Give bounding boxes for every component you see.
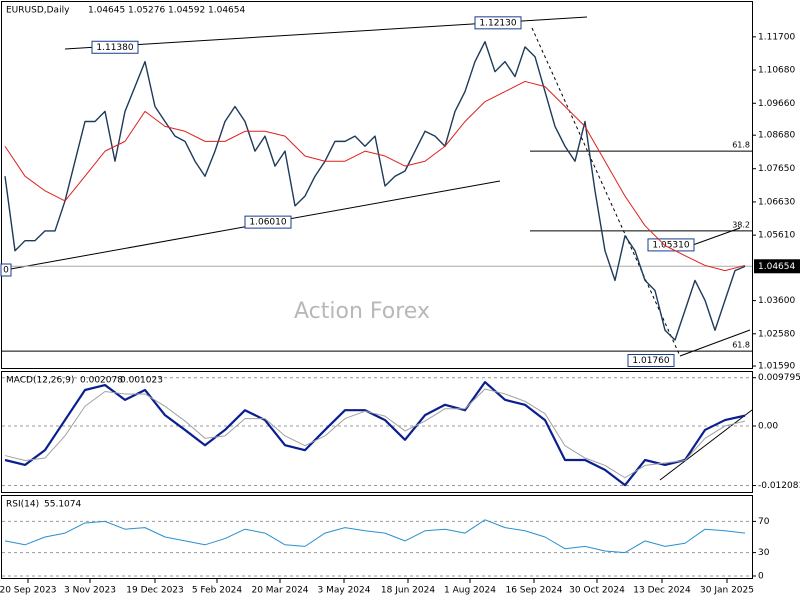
x-tick-label: 3 Nov 2023 [64, 586, 116, 596]
fib-label: 61.8 [732, 141, 750, 150]
y-tick-label: 1.08680 [758, 131, 795, 141]
y-tick-label: 0.009795 [758, 373, 800, 383]
y-tick-label: 0.00 [758, 421, 778, 431]
price-panel [1, 1, 753, 369]
x-tick-label: 19 Dec 2023 [126, 586, 184, 596]
y-tick-label: 1.11700 [758, 32, 795, 42]
annotation-box [244, 215, 292, 229]
annotation-box [91, 40, 139, 54]
y-tick-label: 1.10680 [758, 66, 795, 76]
y-tick-label: 0 [758, 572, 764, 582]
y-tick-label: 1.02580 [758, 329, 795, 339]
macd-trend-line [659, 409, 753, 481]
x-tick-label: 30 Oct 2024 [569, 586, 625, 596]
x-tick-label: 13 Dec 2024 [633, 586, 691, 596]
series-line [4, 381, 746, 487]
panel-title: MACD(12,26,9) [6, 376, 74, 386]
annotation-box [647, 238, 695, 252]
y-tick-label: 1.06630 [758, 197, 795, 207]
quote-value: 1.05276 [128, 6, 165, 16]
quote-value: 1.04645 [88, 6, 125, 16]
series-line [4, 388, 746, 479]
readout: 0.002078 [80, 376, 123, 386]
annotation-box [0, 263, 12, 277]
quote-value: 1.04654 [208, 6, 245, 16]
fib-label: 61.8 [732, 341, 750, 350]
rsi-panel [1, 495, 753, 579]
y-tick-label: 1.07650 [758, 164, 795, 174]
annotation-label: 1.01760 [632, 356, 669, 366]
annotation-label: 1.06010 [249, 218, 286, 228]
watermark: Action Forex [294, 299, 430, 324]
macd-panel [1, 371, 753, 493]
readout: 55.1074 [44, 500, 81, 510]
y-tick-label: 1.03600 [758, 296, 795, 306]
annotation-box [627, 354, 675, 368]
panel-title: RSI(14) [6, 500, 39, 510]
y-tick-label: 1.09660 [758, 99, 795, 109]
series-line [4, 80, 746, 272]
x-tick-label: 1 Aug 2024 [444, 586, 496, 596]
chart-title: EURUSD,Daily [6, 6, 70, 16]
x-tick-label: 18 Jun 2024 [381, 586, 435, 596]
series-line [4, 41, 746, 341]
y-tick-label: 70 [758, 517, 770, 527]
trend-line [679, 329, 751, 357]
fib-label: 38.2 [732, 220, 750, 229]
last-price-label: 1.04654 [758, 262, 795, 272]
x-tick-label: 30 Jan 2025 [700, 586, 754, 596]
x-tick-label: 3 May 2024 [318, 586, 371, 596]
y-tick-label: 1.01590 [758, 362, 795, 372]
annotation-label: 1.05310 [652, 240, 689, 250]
annotation-label: 1.12130 [479, 18, 516, 28]
y-tick-label: -0.012081 [758, 481, 800, 491]
x-tick-label: 20 Mar 2024 [251, 586, 308, 596]
quote-value: 1.04592 [168, 6, 205, 16]
x-tick-label: 5 Feb 2024 [192, 586, 243, 596]
last-price-box [754, 259, 800, 274]
x-tick-label: 20 Sep 2023 [0, 586, 57, 596]
x-tick-label: 16 Sep 2024 [505, 586, 562, 596]
y-tick-label: 1.05610 [758, 231, 795, 241]
series-line [4, 519, 746, 554]
annotation-box [474, 16, 522, 30]
y-tick-label: 30 [758, 548, 770, 558]
readout: 0.001023 [120, 376, 163, 386]
annotation-label: 0 [3, 266, 9, 276]
annotation-label: 1.11380 [96, 43, 133, 53]
